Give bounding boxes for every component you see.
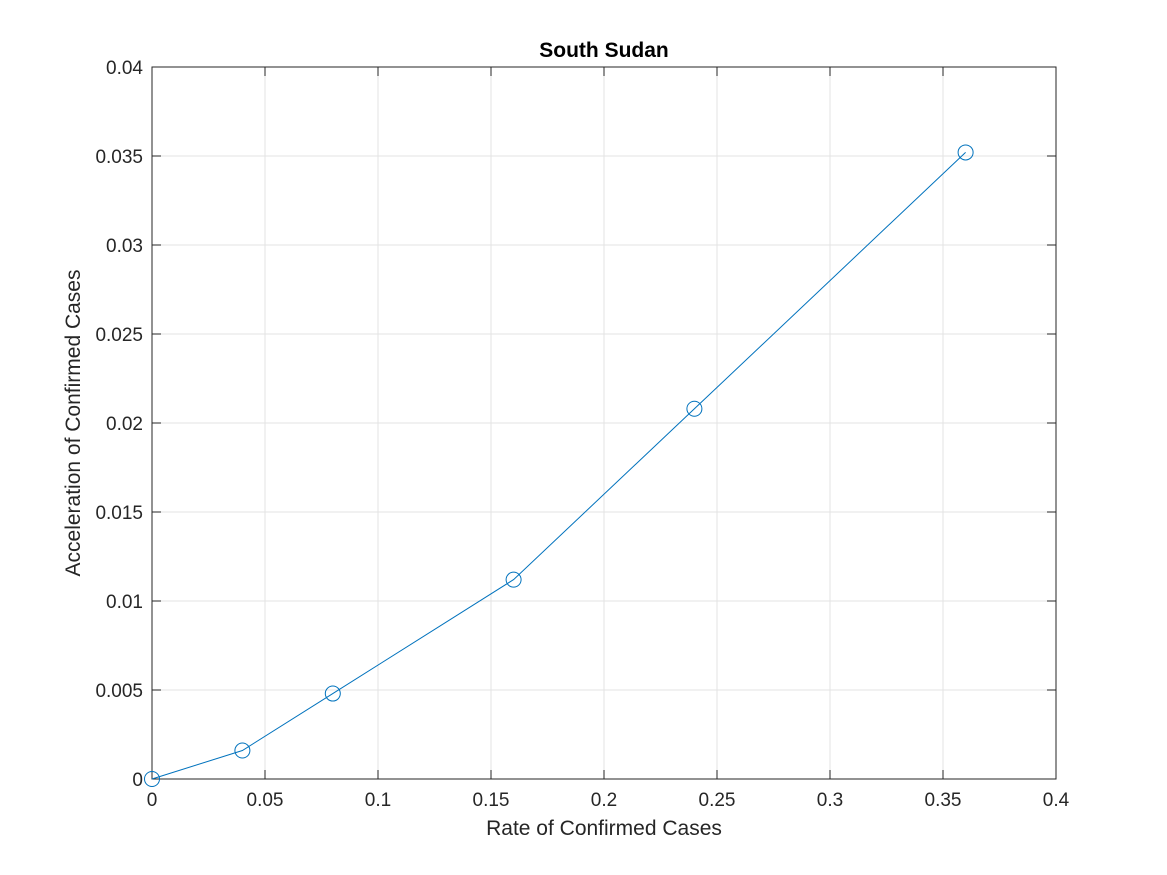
data-point xyxy=(144,771,160,787)
data-point xyxy=(505,571,522,588)
x-axis-label: Rate of Confirmed Cases xyxy=(486,817,722,840)
y-tick-label: 0.04 xyxy=(106,58,143,79)
chart-title: South Sudan xyxy=(539,39,669,62)
series-line xyxy=(151,152,966,780)
y-tick-label: 0.035 xyxy=(95,147,143,168)
grid xyxy=(152,67,1056,779)
x-tick-label: 0.05 xyxy=(247,790,284,811)
x-tick-label: 0.1 xyxy=(365,790,391,811)
x-tick-label: 0.4 xyxy=(1043,790,1070,811)
x-tick-label: 0.15 xyxy=(473,790,510,811)
x-tick-label: 0.3 xyxy=(817,790,843,811)
x-tick-label: 0 xyxy=(147,790,158,811)
y-tick-label: 0.005 xyxy=(95,681,143,702)
y-tick-label: 0.015 xyxy=(95,503,143,524)
data-point xyxy=(324,685,341,702)
y-tick-label: 0 xyxy=(132,770,143,791)
x-tick-label: 0.35 xyxy=(925,790,962,811)
x-tick-label: 0.25 xyxy=(699,790,736,811)
y-tick-label: 0.025 xyxy=(95,325,143,346)
data-point xyxy=(957,144,974,161)
series-layer xyxy=(144,144,974,787)
ticks: 0 0.05 0.1 0.15 0.2 0.25 0.3 0.35 0.4 0 0.005 0.01 0… xyxy=(95,58,1069,811)
x-tick-label: 0.2 xyxy=(591,790,617,811)
data-point xyxy=(234,742,251,759)
y-tick-label: 0.02 xyxy=(106,414,143,435)
y-tick-label: 0.01 xyxy=(106,592,143,613)
y-axis-label: Acceleration of Confirmed Cases xyxy=(62,270,85,577)
data-point xyxy=(686,400,703,417)
y-tick-label: 0.03 xyxy=(106,236,143,257)
